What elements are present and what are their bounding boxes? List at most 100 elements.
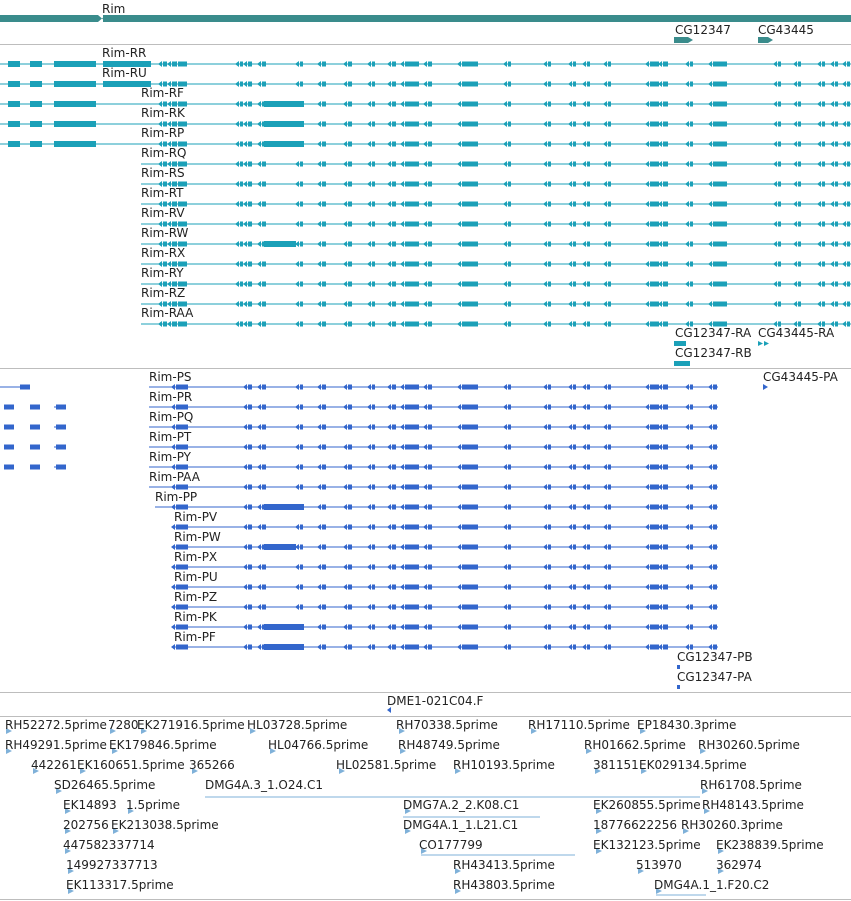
- est-label[interactable]: CO177799: [419, 838, 483, 852]
- est-label[interactable]: 447582337714: [63, 838, 155, 852]
- est-label[interactable]: RH61708.5prime: [700, 778, 802, 792]
- est-label[interactable]: DMG7A.2_2.K08.C1: [403, 798, 520, 812]
- protein-label[interactable]: Rim-PF: [174, 630, 216, 644]
- transcript-strand-arrow: [658, 221, 662, 227]
- protein-strand-arrow: [685, 424, 689, 430]
- est-label[interactable]: 18776622256: [593, 818, 677, 832]
- est-label[interactable]: EK160651.5prime: [77, 758, 185, 772]
- est-label[interactable]: 513970: [636, 858, 682, 872]
- est-label[interactable]: 365266: [189, 758, 235, 772]
- est-label[interactable]: RH10193.5prime: [453, 758, 555, 772]
- est-label[interactable]: RH17110.5prime: [528, 718, 630, 732]
- est-label[interactable]: 442261: [31, 758, 77, 772]
- est-label[interactable]: 362974: [716, 858, 762, 872]
- transcript-label[interactable]: Rim-RR: [102, 46, 147, 60]
- est-label[interactable]: EK238839.5prime: [716, 838, 824, 852]
- est-label[interactable]: 149927337713: [66, 858, 158, 872]
- protein-label[interactable]: Rim-PV: [174, 510, 218, 524]
- protein-label[interactable]: CG43445-PA: [763, 370, 838, 384]
- transcript-label[interactable]: Rim-RK: [141, 106, 185, 120]
- transcript-label[interactable]: CG12347-RB: [675, 346, 752, 360]
- transcript-strand-arrow: [543, 141, 547, 147]
- est-label[interactable]: EK029134.5prime: [639, 758, 747, 772]
- est-label[interactable]: DMG4A.1_1.F20.C2: [654, 878, 770, 892]
- protein-label[interactable]: Rim-PR: [149, 390, 193, 404]
- est-label[interactable]: RH43413.5prime: [453, 858, 555, 872]
- transcript-label[interactable]: Rim-RW: [141, 226, 189, 240]
- transcript-exon: [650, 301, 659, 307]
- est-label[interactable]: 202756: [63, 818, 109, 832]
- est-label[interactable]: RH01662.5prime: [584, 738, 686, 752]
- protein-label[interactable]: Rim-PP: [155, 490, 198, 504]
- est-label[interactable]: EK271916.5prime: [137, 718, 245, 732]
- est-label[interactable]: EK113317.5prime: [66, 878, 174, 892]
- est-label[interactable]: RH30260.3prime: [681, 818, 783, 832]
- est-label[interactable]: HL03728.5prime: [247, 718, 348, 732]
- transcript-label[interactable]: Rim-RQ: [141, 146, 187, 160]
- est-label[interactable]: RH30260.5prime: [698, 738, 800, 752]
- transcript-strand-arrow: [158, 81, 162, 87]
- est-label[interactable]: EK14893: [63, 798, 117, 812]
- protein-exon: [300, 444, 303, 450]
- gene-label-cg12347[interactable]: CG12347: [675, 23, 731, 37]
- protein-exon: [322, 604, 326, 610]
- protein-label[interactable]: Rim-PY: [149, 450, 191, 464]
- transcript-label[interactable]: Rim-RY: [141, 266, 184, 280]
- est-label[interactable]: 7280: [108, 718, 139, 732]
- clone-label[interactable]: DME1-021C04.F: [387, 694, 484, 708]
- est-label[interactable]: DMG4A.3_1.O24.C1: [205, 778, 323, 792]
- transcript-label[interactable]: Rim-RU: [102, 66, 147, 80]
- protein-label[interactable]: Rim-PAA: [149, 470, 200, 484]
- protein-label[interactable]: Rim-PW: [174, 530, 221, 544]
- est-label[interactable]: EK132123.5prime: [593, 838, 701, 852]
- protein-label[interactable]: Rim-PZ: [174, 590, 218, 604]
- transcript-label[interactable]: CG12347-RA: [675, 326, 752, 340]
- protein-label[interactable]: Rim-PQ: [149, 410, 194, 424]
- transcript-label[interactable]: Rim-RAA: [141, 306, 194, 320]
- protein-exon: [663, 524, 668, 530]
- transcript-strand-arrow: [158, 61, 162, 67]
- est-label[interactable]: RH43803.5prime: [453, 878, 555, 892]
- protein-strand-arrow: [457, 604, 461, 610]
- est-label[interactable]: EK213038.5prime: [111, 818, 219, 832]
- protein-label[interactable]: Rim-PK: [174, 610, 217, 624]
- est-label[interactable]: DMG4A.1_1.L21.C1: [403, 818, 519, 832]
- transcript-exon: [608, 201, 611, 207]
- transcript-label[interactable]: Rim-RZ: [141, 286, 186, 300]
- est-label[interactable]: RH48143.5prime: [702, 798, 804, 812]
- est-label[interactable]: RH48749.5prime: [398, 738, 500, 752]
- est-label[interactable]: SD26465.5prime: [54, 778, 156, 792]
- est-label[interactable]: HL04766.5prime: [268, 738, 369, 752]
- transcript-strand-arrow: [400, 281, 404, 287]
- transcript-label[interactable]: Rim-RP: [141, 126, 185, 140]
- transcript-strand-arrow: [603, 301, 607, 307]
- est-label[interactable]: 381151: [593, 758, 639, 772]
- protein-label[interactable]: Rim-PX: [174, 550, 218, 564]
- protein-label[interactable]: CG12347-PA: [677, 670, 752, 684]
- est-label[interactable]: HL02581.5prime: [336, 758, 437, 772]
- transcript-label[interactable]: CG43445-RA: [758, 326, 835, 340]
- transcript-exon: [405, 161, 419, 167]
- protein-label[interactable]: Rim-PS: [149, 370, 192, 384]
- protein-label[interactable]: CG12347-PB: [677, 650, 753, 664]
- gene-label-cg43445[interactable]: CG43445: [758, 23, 814, 37]
- protein-strand-arrow: [387, 524, 391, 530]
- est-label[interactable]: RH49291.5prime: [5, 738, 107, 752]
- transcript-strand-arrow: [235, 201, 239, 207]
- est-label[interactable]: 1.5prime: [126, 798, 181, 812]
- transcript-label[interactable]: Rim-RF: [141, 86, 184, 100]
- protein-strand-arrow: [543, 584, 547, 590]
- est-label[interactable]: EP18430.3prime: [637, 718, 737, 732]
- est-label[interactable]: RH52272.5prime: [5, 718, 107, 732]
- transcript-label[interactable]: Rim-RT: [141, 186, 184, 200]
- protein-label[interactable]: Rim-PU: [174, 570, 218, 584]
- protein-label[interactable]: Rim-PT: [149, 430, 192, 444]
- est-label[interactable]: RH70338.5prime: [396, 718, 498, 732]
- est-label[interactable]: EK179846.5prime: [109, 738, 217, 752]
- transcript-label[interactable]: Rim-RS: [141, 166, 185, 180]
- transcript-label[interactable]: Rim-RV: [141, 206, 185, 220]
- est-label[interactable]: EK260855.5prime: [593, 798, 701, 812]
- transcript-label[interactable]: Rim-RX: [141, 246, 186, 260]
- transcript-exon: [798, 61, 801, 67]
- gene-label-rim[interactable]: Rim: [102, 2, 126, 16]
